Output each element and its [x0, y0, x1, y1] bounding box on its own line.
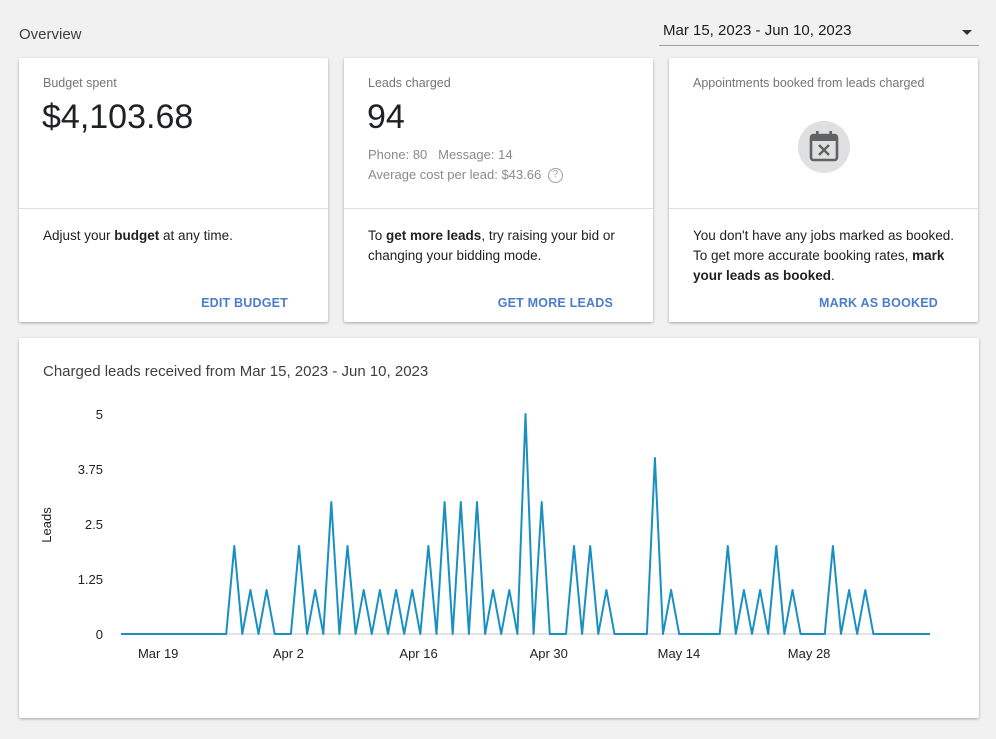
leads-line-chart: 0 1.25 2.5 3.75 5 Mar 19 Apr 2 Apr 16 Apr 30 May …: [39, 407, 930, 661]
leads-card-top: Leads charged 94 Phone: 80 Message: 14 A…: [344, 58, 653, 209]
date-range-value: Mar 15, 2023 - Jun 10, 2023: [663, 22, 852, 39]
y-tick-label: 5: [96, 407, 103, 422]
leads-breakdown: Phone: 80 Message: 14: [368, 147, 513, 162]
message-leads: Message: 14: [438, 147, 513, 162]
series-line: [121, 413, 930, 635]
help-icon[interactable]: ?: [547, 168, 563, 184]
budget-card-top: Budget spent $4,103.68: [19, 58, 328, 209]
leads-value: 94: [367, 98, 405, 136]
x-tick-label: Mar 19: [138, 646, 178, 661]
calendar-x-icon: [798, 121, 850, 173]
caret-down-icon: [962, 30, 972, 35]
appointments-card-top: Appointments booked from leads charged: [669, 58, 978, 209]
y-tick-label: 2.5: [85, 517, 103, 532]
x-tick-label: Apr 16: [399, 646, 437, 661]
y-axis-label: Leads: [39, 507, 54, 543]
budget-emphasis: budget: [114, 228, 160, 243]
appointments-card: Appointments booked from leads charged Y…: [669, 58, 978, 322]
leads-description: To get more leads, try raising your bid …: [368, 228, 615, 263]
y-tick-label: 3.75: [78, 462, 103, 477]
date-range-select[interactable]: Mar 15, 2023 - Jun 10, 2023: [659, 18, 979, 46]
leads-emphasis: get more leads: [386, 228, 482, 243]
x-tick-label: Apr 2: [273, 646, 304, 661]
average-cost: Average cost per lead: $43.66 ?: [368, 167, 563, 184]
x-tick-label: May 28: [788, 646, 831, 661]
budget-value: $4,103.68: [42, 98, 194, 136]
get-more-leads-button[interactable]: GET MORE LEADS: [497, 296, 613, 310]
budget-card: Budget spent $4,103.68 Adjust your budge…: [19, 58, 328, 322]
y-tick-label: 1.25: [78, 572, 103, 587]
x-tick-label: May 14: [658, 646, 701, 661]
phone-leads: Phone: 80: [368, 147, 428, 162]
edit-budget-button[interactable]: EDIT BUDGET: [201, 296, 288, 310]
x-tick-label: Apr 30: [530, 646, 568, 661]
appointments-label: Appointments booked from leads charged: [693, 76, 925, 90]
appointments-emphasis: mark your leads as booked: [693, 248, 945, 283]
budget-description: Adjust your budget at any time.: [43, 228, 233, 243]
average-cost-text: Average cost per lead: $43.66: [368, 167, 542, 182]
page-title: Overview: [19, 26, 82, 43]
mark-as-booked-button[interactable]: MARK AS BOOKED: [818, 296, 938, 310]
y-tick-label: 0: [96, 627, 103, 642]
chart-title: Charged leads received from Mar 15, 2023…: [43, 363, 429, 380]
leads-label: Leads charged: [368, 76, 451, 90]
leads-card: Leads charged 94 Phone: 80 Message: 14 A…: [344, 58, 653, 322]
budget-label: Budget spent: [43, 76, 117, 90]
appointments-description: You don't have any jobs marked as booked…: [693, 228, 955, 283]
leads-chart-card: Charged leads received from Mar 15, 2023…: [19, 338, 979, 718]
